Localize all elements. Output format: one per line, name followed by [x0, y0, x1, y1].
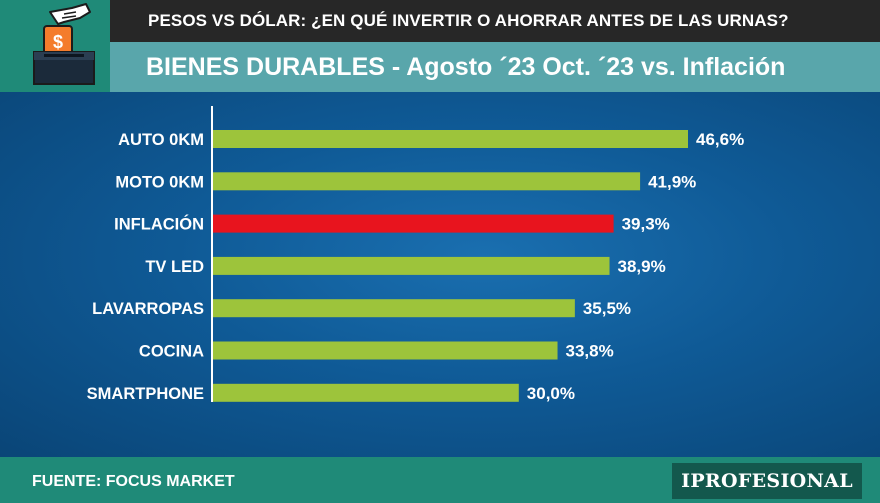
header-bar: PESOS VS DÓLAR: ¿EN QUÉ INVERTIR O AHORR…: [0, 0, 880, 42]
svg-text:$: $: [53, 32, 63, 52]
brand-logo: IPROFESIONAL: [672, 463, 862, 499]
bar: [213, 256, 610, 275]
value-label: 30,0%: [527, 384, 575, 403]
chart-title: BIENES DURABLES - Agosto ´23 Oct. ´23 vs…: [146, 53, 786, 81]
bar: [213, 341, 558, 360]
category-label: TV LED: [145, 258, 204, 276]
category-label: LAVARROPAS: [92, 300, 204, 318]
category-label: SMARTPHONE: [87, 385, 204, 403]
footer: FUENTE: FOCUS MARKET IPROFESIONAL: [0, 457, 880, 503]
bar: [213, 130, 688, 148]
value-label: 46,6%: [696, 130, 744, 149]
value-label: 35,5%: [583, 299, 631, 318]
category-label: MOTO 0KM: [115, 173, 204, 191]
bar-highlight: [213, 214, 614, 233]
value-label: 39,3%: [622, 215, 670, 234]
value-label: 41,9%: [648, 172, 696, 191]
source-label: FUENTE: FOCUS MARKET: [32, 473, 235, 490]
logo-box: $: [0, 0, 110, 92]
hand-coin-ballot-box-icon: $: [33, 3, 95, 85]
value-label: 33,8%: [566, 342, 614, 361]
bar: [213, 383, 519, 402]
category-label: AUTO 0KM: [118, 131, 204, 149]
bar-chart: AUTO 0KM 46,6% MOTO 0KM 41,9% INFLACIÓN 39,3%…: [87, 106, 744, 403]
bar: [213, 299, 575, 318]
bar: [213, 172, 641, 191]
supertitle: PESOS VS DÓLAR: ¿EN QUÉ INVERTIR O AHORR…: [148, 11, 789, 30]
title-band: BIENES DURABLES - Agosto ´23 Oct. ´23 vs…: [110, 42, 880, 92]
category-label: INFLACIÓN: [114, 215, 204, 234]
chart-area: AUTO 0KM 46,6% MOTO 0KM 41,9% INFLACIÓN 39,3%…: [0, 92, 880, 457]
category-label: COCINA: [139, 343, 204, 361]
value-label: 38,9%: [618, 257, 666, 276]
